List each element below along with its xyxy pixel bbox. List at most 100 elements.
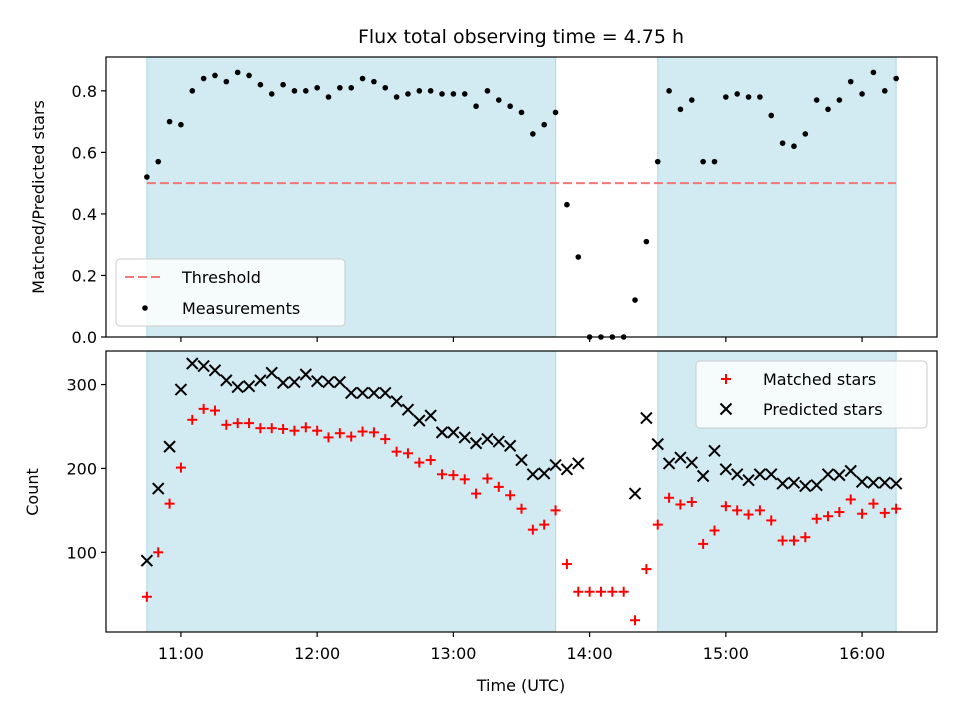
measurement-point	[802, 131, 809, 137]
x-tick-label: 16:00	[839, 644, 885, 663]
marker-stroke	[152, 482, 165, 495]
y-tick-label: 100	[66, 543, 97, 562]
predicted-star-point	[174, 383, 188, 396]
matched-star-point	[595, 586, 606, 597]
predicted-star-point	[413, 414, 426, 427]
measurement-point	[166, 118, 173, 125]
predicted-star-point	[424, 409, 437, 422]
predicted-star-point	[765, 468, 778, 481]
marker-stroke	[719, 402, 733, 416]
marker-stroke	[572, 457, 585, 470]
matched-star-point	[334, 428, 345, 439]
measurement-point	[291, 88, 298, 94]
predicted-star-point	[810, 479, 823, 492]
y-tick-label: 0.2	[72, 266, 97, 285]
predicted-star-point	[310, 374, 324, 388]
marker-stroke	[401, 403, 415, 416]
measurement-point	[359, 75, 366, 82]
measurement-point	[541, 121, 548, 128]
y-tick-label: 0.4	[72, 205, 97, 224]
predicted-star-point	[662, 457, 676, 470]
predicted-star-point	[855, 475, 869, 489]
matched-star-point	[527, 524, 538, 535]
predicted-star-point	[674, 451, 687, 464]
measurement-point	[711, 158, 718, 165]
marker-stroke	[515, 453, 528, 467]
measurement-point	[723, 94, 729, 100]
matched-star-point	[664, 492, 675, 503]
measurement-point	[348, 84, 355, 91]
marker-stroke	[413, 414, 426, 427]
predicted-star-point	[844, 464, 857, 478]
measurement-point	[632, 297, 638, 303]
y-tick-label: 300	[66, 376, 97, 395]
matched-star-point	[391, 446, 402, 457]
predicted-star-point	[435, 426, 449, 439]
marker-stroke	[537, 467, 551, 480]
marker-stroke	[345, 386, 358, 400]
matched-star-point	[573, 586, 584, 597]
matched-star-point	[425, 455, 436, 466]
marker-stroke	[833, 468, 846, 482]
marker-stroke	[765, 468, 778, 481]
matched-star-point	[482, 473, 493, 484]
measurement-point	[427, 88, 434, 94]
measurement-point	[859, 91, 865, 97]
predicted-star-point	[458, 431, 471, 444]
bottom-y-axis-label: Count	[23, 468, 42, 516]
marker-stroke	[163, 440, 176, 453]
measurement-point	[405, 91, 411, 97]
x-axis-label: Time (UTC)	[476, 676, 565, 695]
predicted-star-point	[356, 386, 369, 400]
matched-star-point	[380, 434, 391, 445]
measurement-point	[223, 78, 230, 85]
top-legend: Threshold Measurements	[115, 258, 346, 327]
measurement-point	[881, 88, 888, 94]
predicted-star-point	[401, 403, 415, 416]
measurement-point	[893, 75, 899, 82]
measurement-point	[246, 72, 252, 79]
measurement-point	[234, 69, 241, 76]
matched-star-point	[709, 525, 720, 536]
legend-matched-swatch	[721, 374, 731, 384]
marker-stroke	[322, 375, 335, 389]
measurement-point	[847, 78, 854, 85]
marker-stroke	[492, 435, 506, 448]
predicted-star-point	[889, 477, 903, 490]
marker-stroke	[310, 374, 324, 388]
measurement-point	[450, 91, 457, 97]
bottom-y-ticks: 100 200 300	[66, 376, 106, 562]
marker-stroke	[390, 395, 403, 408]
matched-star-point	[539, 519, 550, 530]
legend-threshold-label: Threshold	[181, 268, 261, 287]
marker-stroke	[719, 463, 733, 476]
measurement-point	[155, 158, 162, 165]
marker-stroke	[742, 473, 755, 487]
measurement-point	[575, 254, 582, 260]
measurement-point	[268, 91, 275, 97]
matched-star-point	[471, 488, 482, 499]
matched-stars-points	[141, 403, 902, 626]
y-tick-label: 0.8	[72, 82, 97, 101]
predicted-star-point	[447, 426, 460, 439]
matched-star-point	[141, 591, 152, 602]
marker-stroke	[708, 444, 721, 458]
legend-measurements-swatch	[142, 305, 148, 311]
measurement-point	[518, 109, 525, 116]
x-tick-label: 12:00	[294, 644, 340, 663]
marker-stroke	[356, 386, 369, 400]
measurement-point	[745, 94, 752, 100]
measurement-point	[484, 88, 491, 94]
marker-stroke	[276, 376, 290, 390]
matched-star-point	[857, 508, 868, 519]
predicted-star-point	[152, 482, 165, 495]
matched-star-point	[868, 498, 879, 509]
matched-star-point	[788, 535, 799, 546]
marker-stroke	[333, 375, 347, 389]
marker-stroke	[367, 386, 381, 400]
top-y-ticks: 0.0 0.2 0.4 0.6 0.8	[72, 82, 106, 347]
matched-star-point	[630, 615, 641, 626]
predicted-star-point	[719, 463, 733, 476]
matched-star-point	[698, 538, 709, 549]
predicted-star-point	[708, 444, 721, 458]
